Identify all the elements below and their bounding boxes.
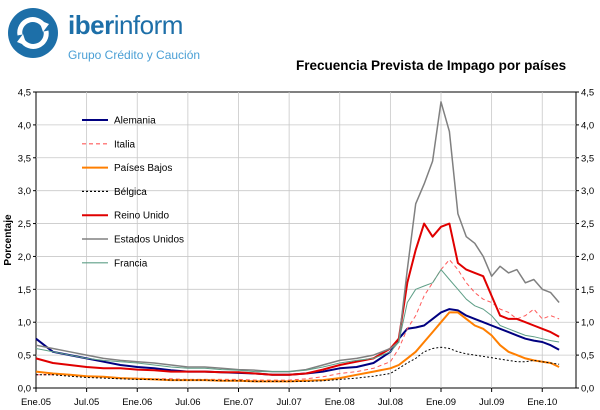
x-tick-label: Ene.06 xyxy=(122,397,152,408)
y-tick-label: 3,0 xyxy=(18,186,31,197)
y-tick-label: 2,5 xyxy=(18,219,31,230)
brand-tagline: Grupo Crédito y Caución xyxy=(68,48,201,62)
y-tick-label: 4,5 xyxy=(18,88,31,99)
legend-entry: Reino Unido xyxy=(114,211,169,222)
grid-lines xyxy=(36,92,576,388)
y-tick-label-right: 3,5 xyxy=(581,153,594,164)
series-line-4 xyxy=(35,222,560,376)
legend-entry: Italia xyxy=(114,139,136,150)
x-tick-label: Jul.05 xyxy=(74,397,99,408)
x-tick-label: Jul.08 xyxy=(378,397,403,408)
y-tick-label-right: 4,5 xyxy=(581,88,594,99)
y-tick-label-right: 0,0 xyxy=(581,384,594,395)
y-tick-label: 3,5 xyxy=(18,153,31,164)
x-tick-label: Jul.07 xyxy=(276,397,301,408)
x-axis: Ene.05 Jul.05 Ene.06 Jul.06 Ene.07 Jul.07 Ene.… xyxy=(21,388,557,408)
plot-area xyxy=(35,91,577,389)
legend-entry: Alemania xyxy=(114,116,156,127)
x-tick-label: Ene.09 xyxy=(426,397,456,408)
series-line-6 xyxy=(35,269,560,373)
y-tick-label: 2,0 xyxy=(18,252,31,263)
y-axis-left: 0,0 0,5 1,0 1,5 2,0 2,5 3,0 3,5 4,0 4,5 xyxy=(18,88,36,395)
y-tick-label-right: 1,5 xyxy=(581,285,594,296)
y-tick-label-right: 2,5 xyxy=(581,219,594,230)
x-tick-label: Jul.06 xyxy=(175,397,200,408)
y-tick-label-right: 0,5 xyxy=(581,351,594,362)
y-tick-label-right: 2,0 xyxy=(581,252,594,263)
brand-name: iberinform xyxy=(68,10,183,40)
x-tick-label: Ene.08 xyxy=(325,397,355,408)
series-line-5 xyxy=(35,101,560,373)
legend-entry: Países Bajos xyxy=(114,163,172,174)
y-tick-label: 0,5 xyxy=(18,351,31,362)
y-tick-label: 0,0 xyxy=(18,384,31,395)
series-lines xyxy=(35,101,560,383)
iberinform-logo-icon xyxy=(8,8,58,58)
y-tick-label-right: 3,0 xyxy=(581,186,594,197)
y-axis-label: Porcentaje xyxy=(3,214,14,266)
series-line-2 xyxy=(35,311,560,383)
x-tick-label: Ene.07 xyxy=(223,397,253,408)
x-tick-label: Ene.05 xyxy=(21,397,51,408)
legend-entry: Francia xyxy=(114,258,148,269)
y-tick-label: 4,0 xyxy=(18,120,31,131)
y-tick-label-right: 1,0 xyxy=(581,318,594,329)
series-line-0 xyxy=(35,308,560,376)
y-axis-right: 0,0 0,5 1,0 1,5 2,0 2,5 3,0 3,5 4,0 4,5 xyxy=(576,88,594,395)
y-tick-label: 1,0 xyxy=(18,318,31,329)
y-tick-label-right: 4,0 xyxy=(581,120,594,131)
y-tick-label: 1,5 xyxy=(18,285,31,296)
x-tick-label: Jul.09 xyxy=(479,397,504,408)
x-tick-label: Ene.10 xyxy=(527,397,557,408)
legend-entry: Bélgica xyxy=(114,187,147,198)
legend-entry: Estados Unidos xyxy=(114,235,184,246)
chart-title: Frecuencia Prevista de Impago por países xyxy=(296,58,567,73)
iberinform-logo: iberinform Grupo Crédito y Caución xyxy=(6,6,246,68)
legend: Alemania Italia Países Bajos Bélgica Reino U… xyxy=(82,116,184,269)
